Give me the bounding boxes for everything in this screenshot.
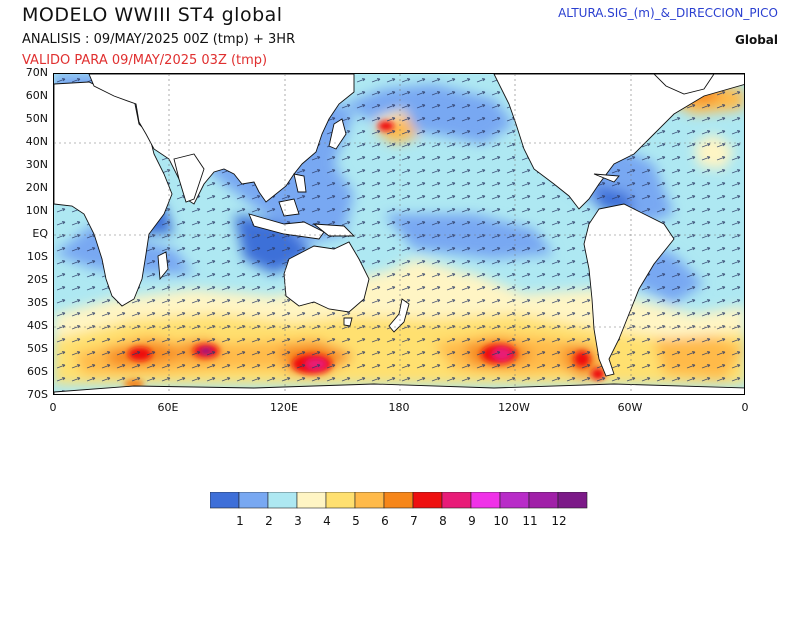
legend-label: 10 bbox=[493, 514, 509, 528]
australia bbox=[283, 241, 370, 313]
lat-label: 40S bbox=[27, 319, 48, 332]
tasmania bbox=[343, 317, 353, 327]
map-title: MODELO WWIII ST4 global bbox=[22, 4, 283, 26]
legend-swatch bbox=[354, 492, 385, 509]
india bbox=[173, 153, 205, 203]
legend-label: 8 bbox=[439, 514, 447, 528]
legend-swatch bbox=[267, 492, 298, 509]
lon-label: 120E bbox=[270, 401, 298, 414]
lat-label: 60S bbox=[27, 365, 48, 378]
lon-label: 60W bbox=[617, 401, 643, 414]
legend-swatch bbox=[383, 492, 414, 509]
legend-label: 7 bbox=[410, 514, 418, 528]
legend-swatch bbox=[325, 492, 356, 509]
legend-label: 5 bbox=[352, 514, 360, 528]
lat-label: 40N bbox=[25, 135, 48, 148]
lon-label: 0 bbox=[49, 401, 57, 414]
legend-label: 3 bbox=[294, 514, 302, 528]
lat-label: 50N bbox=[25, 112, 48, 125]
lat-label: 60N bbox=[25, 89, 48, 102]
new-guinea bbox=[312, 223, 356, 237]
graticule bbox=[54, 74, 744, 394]
madagascar bbox=[157, 251, 169, 281]
lon-label: 180 bbox=[388, 401, 410, 414]
indonesia bbox=[248, 213, 325, 240]
legend-swatch bbox=[470, 492, 501, 509]
lat-label: EQ bbox=[32, 227, 48, 240]
north-america bbox=[493, 74, 744, 210]
wave-height-map bbox=[53, 73, 745, 395]
legend-label: 1 bbox=[236, 514, 244, 528]
continents bbox=[54, 74, 744, 394]
lat-label: 10N bbox=[25, 204, 48, 217]
lat-label: 70N bbox=[25, 66, 48, 79]
south-america bbox=[583, 203, 675, 377]
lat-label: 30N bbox=[25, 158, 48, 171]
legend-swatch bbox=[238, 492, 269, 509]
legend-swatch bbox=[210, 492, 240, 509]
lat-label: 20S bbox=[27, 273, 48, 286]
legend-swatch bbox=[499, 492, 530, 509]
lat-label: 30S bbox=[27, 296, 48, 309]
legend-label: 4 bbox=[323, 514, 331, 528]
legend-label: 9 bbox=[468, 514, 476, 528]
legend-swatch bbox=[441, 492, 472, 509]
lat-label: 50S bbox=[27, 342, 48, 355]
legend-swatch bbox=[528, 492, 559, 509]
lon-label: 0 bbox=[741, 401, 749, 414]
borneo bbox=[278, 198, 300, 217]
lon-label: 60E bbox=[157, 401, 179, 414]
legend-label: 12 bbox=[551, 514, 567, 528]
lat-label: 20N bbox=[25, 181, 48, 194]
eurasia bbox=[88, 74, 355, 205]
lat-label: 10S bbox=[27, 250, 48, 263]
legend-label: 11 bbox=[522, 514, 538, 528]
lon-label: 120W bbox=[498, 401, 530, 414]
legend-label: 2 bbox=[265, 514, 273, 528]
valid-time: VALIDO PARA 09/MAY/2025 03Z (tmp) bbox=[22, 53, 268, 68]
japan bbox=[328, 118, 347, 150]
cuba bbox=[593, 173, 620, 183]
africa bbox=[54, 81, 173, 307]
philippines bbox=[293, 173, 307, 193]
color-scale-legend bbox=[210, 492, 588, 509]
legend-swatch bbox=[557, 492, 588, 509]
new-zealand bbox=[388, 298, 410, 333]
region-label: Global bbox=[734, 33, 778, 47]
field-name: ALTURA.SIG_(m)_&_DIRECCION_PICO bbox=[558, 6, 778, 20]
legend-swatch bbox=[296, 492, 327, 509]
legend-label: 6 bbox=[381, 514, 389, 528]
greenland bbox=[653, 74, 715, 95]
lat-label: 70S bbox=[27, 388, 48, 401]
legend-swatch bbox=[412, 492, 443, 509]
antarctica bbox=[54, 383, 744, 394]
analysis-time: ANALISIS : 09/MAY/2025 00Z (tmp) + 3HR bbox=[22, 32, 296, 47]
